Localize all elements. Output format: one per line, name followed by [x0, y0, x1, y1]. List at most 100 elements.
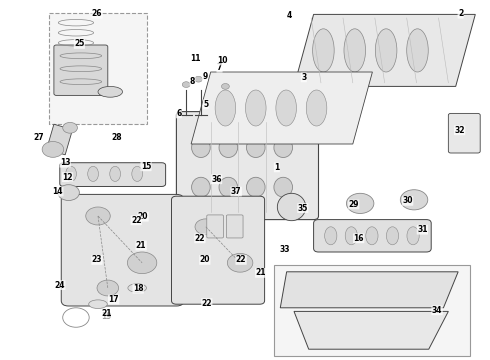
- Text: 30: 30: [402, 197, 413, 206]
- Text: 20: 20: [199, 256, 210, 264]
- Ellipse shape: [407, 227, 419, 245]
- Text: 6: 6: [176, 109, 181, 118]
- Text: 19: 19: [101, 311, 112, 320]
- Polygon shape: [294, 311, 448, 349]
- FancyBboxPatch shape: [54, 45, 108, 95]
- Text: 15: 15: [141, 162, 151, 171]
- Text: 8: 8: [190, 77, 195, 86]
- Text: 34: 34: [432, 306, 442, 315]
- Bar: [274, 265, 470, 356]
- FancyBboxPatch shape: [60, 163, 166, 186]
- Text: 11: 11: [190, 54, 200, 63]
- Ellipse shape: [407, 29, 428, 72]
- Text: 7: 7: [217, 63, 222, 72]
- FancyBboxPatch shape: [314, 220, 431, 252]
- Ellipse shape: [366, 227, 378, 245]
- Ellipse shape: [375, 29, 397, 72]
- Ellipse shape: [246, 177, 265, 197]
- Circle shape: [86, 207, 110, 225]
- Circle shape: [221, 84, 229, 89]
- Ellipse shape: [345, 227, 358, 245]
- Circle shape: [346, 193, 374, 213]
- Polygon shape: [280, 272, 458, 308]
- FancyBboxPatch shape: [61, 194, 184, 306]
- Ellipse shape: [192, 177, 210, 197]
- Text: 3: 3: [301, 73, 306, 82]
- FancyBboxPatch shape: [172, 196, 265, 304]
- FancyBboxPatch shape: [448, 113, 480, 153]
- Text: 16: 16: [353, 234, 364, 243]
- Text: 31: 31: [417, 225, 428, 234]
- Ellipse shape: [66, 166, 76, 181]
- Ellipse shape: [98, 86, 122, 97]
- Text: 17: 17: [108, 295, 119, 304]
- FancyBboxPatch shape: [176, 112, 318, 220]
- Ellipse shape: [192, 138, 210, 158]
- Text: 26: 26: [92, 9, 102, 18]
- Ellipse shape: [276, 90, 296, 126]
- Text: 37: 37: [231, 187, 242, 196]
- Circle shape: [127, 252, 157, 274]
- Ellipse shape: [274, 177, 293, 197]
- Text: 1: 1: [274, 163, 279, 172]
- Ellipse shape: [128, 284, 147, 292]
- Ellipse shape: [325, 227, 337, 245]
- Circle shape: [195, 76, 202, 82]
- Ellipse shape: [89, 300, 107, 309]
- Text: 21: 21: [136, 241, 147, 250]
- Circle shape: [400, 190, 428, 210]
- Text: 22: 22: [195, 234, 205, 243]
- Text: 2: 2: [458, 9, 463, 18]
- Text: 13: 13: [60, 158, 71, 167]
- Text: 23: 23: [92, 256, 102, 264]
- Polygon shape: [47, 124, 73, 155]
- Circle shape: [42, 141, 64, 157]
- Ellipse shape: [88, 166, 98, 181]
- Ellipse shape: [215, 90, 236, 126]
- Ellipse shape: [274, 138, 293, 158]
- Text: 25: 25: [74, 40, 85, 49]
- Text: 29: 29: [348, 200, 359, 209]
- Text: 32: 32: [454, 126, 465, 135]
- Circle shape: [97, 280, 119, 296]
- Polygon shape: [294, 14, 475, 86]
- Bar: [49, 13, 147, 124]
- Polygon shape: [191, 72, 372, 144]
- Text: 14: 14: [52, 187, 63, 196]
- Ellipse shape: [245, 90, 266, 126]
- Text: 35: 35: [297, 204, 308, 212]
- Text: 9: 9: [202, 72, 207, 81]
- Text: 21: 21: [255, 269, 266, 277]
- Ellipse shape: [306, 90, 327, 126]
- Ellipse shape: [387, 227, 399, 245]
- Ellipse shape: [313, 29, 334, 72]
- Text: 12: 12: [62, 173, 73, 182]
- Ellipse shape: [277, 193, 306, 221]
- Circle shape: [63, 122, 77, 133]
- Circle shape: [227, 253, 253, 272]
- Ellipse shape: [219, 138, 238, 158]
- Text: 4: 4: [287, 11, 292, 20]
- FancyBboxPatch shape: [207, 215, 223, 238]
- Text: 20: 20: [138, 212, 148, 221]
- Ellipse shape: [110, 166, 121, 181]
- Ellipse shape: [219, 177, 238, 197]
- Text: 18: 18: [133, 284, 144, 293]
- Ellipse shape: [132, 166, 143, 181]
- Text: 5: 5: [203, 100, 208, 109]
- Circle shape: [195, 219, 217, 235]
- Ellipse shape: [344, 29, 366, 72]
- Text: 22: 22: [201, 299, 212, 307]
- Text: 10: 10: [217, 56, 227, 65]
- Circle shape: [58, 185, 79, 201]
- Text: 22: 22: [236, 256, 246, 264]
- Text: 22: 22: [131, 216, 142, 225]
- Ellipse shape: [246, 138, 265, 158]
- Text: 33: 33: [280, 245, 291, 253]
- Text: 24: 24: [54, 281, 65, 289]
- Text: 36: 36: [211, 175, 222, 184]
- FancyBboxPatch shape: [226, 215, 243, 238]
- Circle shape: [182, 82, 190, 87]
- Text: 27: 27: [33, 133, 44, 142]
- Text: 28: 28: [111, 133, 122, 142]
